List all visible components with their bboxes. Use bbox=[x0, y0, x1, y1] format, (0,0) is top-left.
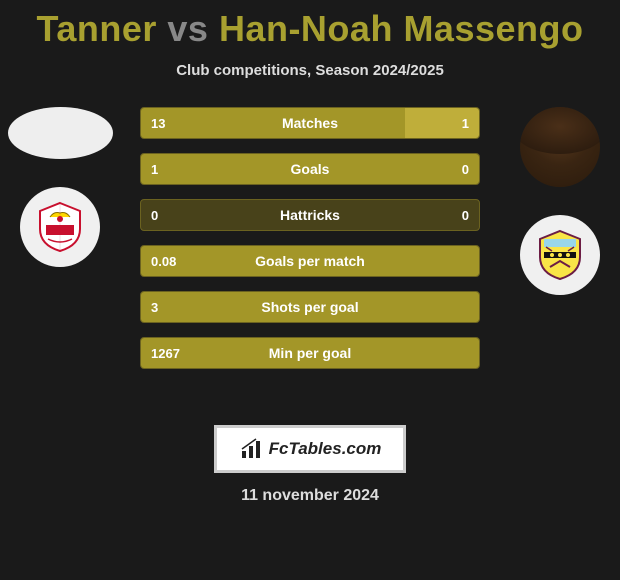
stat-label: Shots per goal bbox=[141, 292, 479, 322]
right-column bbox=[500, 107, 620, 295]
date-text: 11 november 2024 bbox=[0, 487, 620, 505]
vs-text: vs bbox=[167, 8, 208, 49]
stat-row: 0.08Goals per match bbox=[140, 245, 480, 277]
stat-value-right: 1 bbox=[452, 108, 479, 138]
subtitle: Club competitions, Season 2024/2025 bbox=[0, 62, 620, 79]
player1-club-badge bbox=[20, 187, 100, 267]
stat-row: 1Goals0 bbox=[140, 153, 480, 185]
burnley-crest-icon bbox=[532, 227, 588, 283]
bristol-city-crest-icon bbox=[32, 199, 88, 255]
player2-photo bbox=[520, 107, 600, 187]
stat-row: 0Hattricks0 bbox=[140, 199, 480, 231]
player1-photo bbox=[8, 107, 113, 159]
brand-text: FcTables.com bbox=[269, 439, 382, 459]
stat-label: Hattricks bbox=[141, 200, 479, 230]
stat-label: Goals per match bbox=[141, 246, 479, 276]
player2-club-badge bbox=[520, 215, 600, 295]
left-column bbox=[0, 107, 120, 267]
comparison-area: 13Matches11Goals00Hattricks00.08Goals pe… bbox=[0, 107, 620, 407]
stat-label: Min per goal bbox=[141, 338, 479, 368]
stat-row: 1267Min per goal bbox=[140, 337, 480, 369]
stat-bars: 13Matches11Goals00Hattricks00.08Goals pe… bbox=[140, 107, 480, 369]
stat-row: 3Shots per goal bbox=[140, 291, 480, 323]
stat-value-right: 0 bbox=[452, 154, 479, 184]
stat-label: Goals bbox=[141, 154, 479, 184]
stat-label: Matches bbox=[141, 108, 479, 138]
stat-row: 13Matches1 bbox=[140, 107, 480, 139]
player2-name: Han-Noah Massengo bbox=[219, 8, 584, 49]
fctables-logo-icon bbox=[239, 437, 263, 461]
comparison-title: Tanner vs Han-Noah Massengo bbox=[0, 0, 620, 50]
stat-value-right: 0 bbox=[452, 200, 479, 230]
brand-box[interactable]: FcTables.com bbox=[214, 425, 406, 473]
player1-name: Tanner bbox=[37, 8, 157, 49]
